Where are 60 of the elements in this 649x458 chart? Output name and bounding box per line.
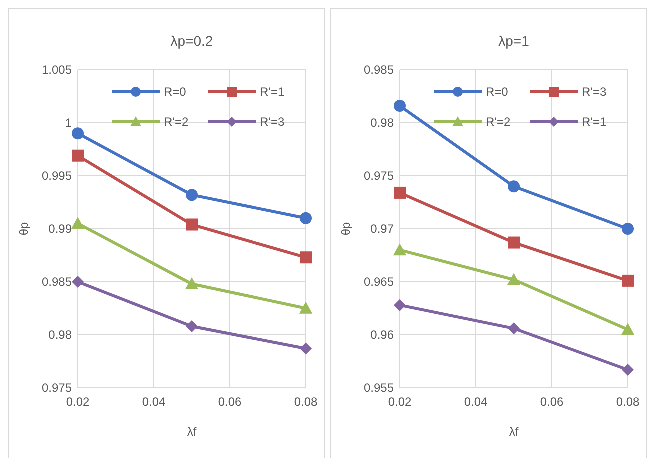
y-tick-label: 0.995 (42, 169, 72, 183)
point (622, 274, 634, 287)
y-tick-label: 0.985 (42, 275, 72, 289)
point (508, 322, 520, 335)
point (72, 150, 84, 162)
y-tick-label: 0.975 (42, 381, 72, 395)
legend-label: R=0 (486, 85, 509, 99)
x-tick-label: 0.02 (66, 395, 90, 409)
y-tick-label: 0.965 (364, 275, 394, 289)
point (622, 223, 634, 235)
point (508, 236, 520, 249)
point (72, 276, 84, 288)
point (299, 302, 313, 314)
point (508, 180, 520, 193)
point (300, 342, 312, 355)
x-axis-title: λf (509, 425, 520, 439)
y-tick-label: 0.98 (48, 328, 72, 342)
point (72, 128, 84, 140)
chart-title: λp=1 (498, 33, 530, 49)
legend-label: R'=3 (260, 115, 285, 129)
point (186, 189, 198, 202)
y-tick-label: 1 (65, 116, 72, 130)
point (622, 364, 634, 376)
y-axis-title: θp (339, 222, 353, 236)
legend-label: R=0 (164, 85, 187, 99)
y-axis-title: θp (17, 222, 31, 236)
point (394, 299, 406, 312)
legend-label: R'=1 (260, 85, 285, 99)
point (186, 320, 198, 333)
point (394, 186, 406, 199)
chart-title: λp=0.2 (170, 33, 214, 49)
x-tick-label: 0.06 (218, 395, 242, 409)
y-tick-label: 0.99 (48, 222, 72, 236)
x-axis-title: λf (187, 425, 198, 439)
legend-label: R'=2 (486, 115, 511, 129)
x-tick-label: 0.08 (294, 395, 318, 409)
y-tick-label: 0.98 (370, 116, 394, 130)
y-tick-label: 0.985 (364, 63, 394, 77)
legend-label: R'=3 (582, 85, 607, 99)
x-tick-label: 0.04 (142, 395, 166, 409)
y-tick-label: 0.955 (364, 381, 394, 395)
x-tick-label: 0.08 (616, 395, 640, 409)
y-tick-label: 0.975 (364, 169, 394, 183)
point (621, 323, 635, 336)
x-tick-label: 0.04 (464, 395, 488, 409)
y-tick-label: 0.96 (370, 328, 394, 342)
point (300, 212, 312, 224)
point (300, 252, 312, 264)
point (71, 217, 85, 230)
y-tick-label: 1.005 (42, 63, 72, 77)
point (186, 218, 198, 231)
y-tick-label: 0.97 (370, 222, 394, 236)
x-tick-label: 0.06 (540, 395, 564, 409)
legend-label: R'=2 (164, 115, 189, 129)
point (393, 244, 407, 256)
x-tick-label: 0.02 (388, 395, 412, 409)
point (185, 278, 199, 290)
legend-label: R'=1 (582, 115, 607, 129)
point (394, 100, 406, 112)
point (507, 273, 521, 286)
